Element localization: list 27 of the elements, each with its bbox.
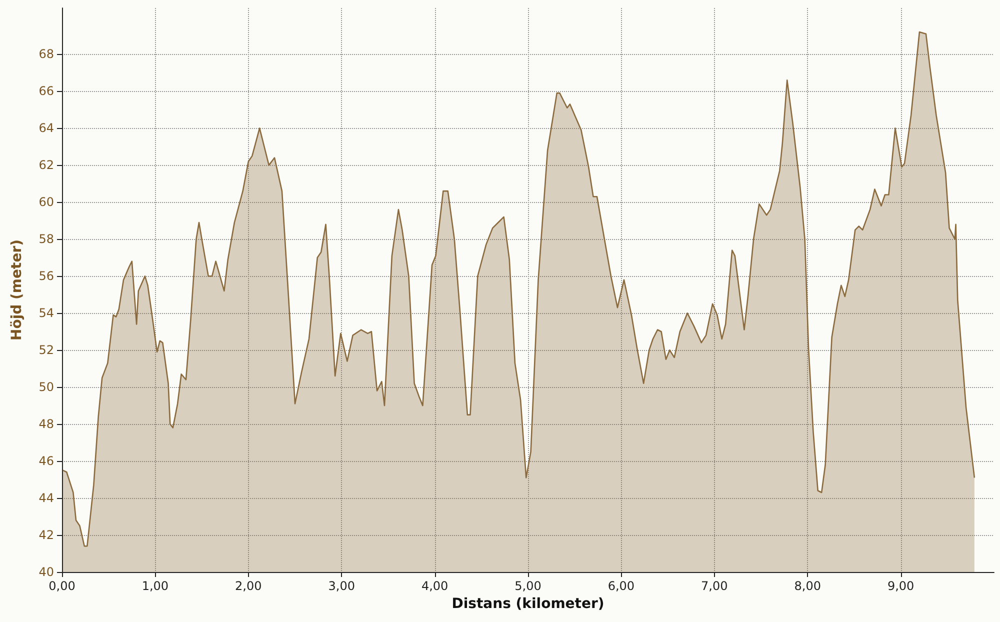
- x-axis-title: Distans (kilometer): [452, 596, 604, 612]
- x-tick-label: 7,00: [701, 579, 728, 593]
- y-tick-label: 66: [38, 84, 54, 98]
- y-tick-label: 64: [38, 121, 54, 136]
- y-tick-label: 46: [38, 454, 54, 468]
- x-tick-label: 0,00: [48, 579, 76, 593]
- y-tick-label: 40: [38, 565, 54, 579]
- x-tick-label: 6,00: [608, 579, 635, 593]
- x-tick-label: 4,00: [421, 579, 448, 593]
- x-tick-label: 1,00: [142, 579, 169, 593]
- y-axis-title: Höjd (meter): [9, 239, 25, 341]
- x-tick-label: 9,00: [887, 579, 914, 593]
- y-tick-label: 56: [38, 269, 54, 284]
- x-tick-label: 8,00: [794, 579, 821, 593]
- y-tick-label: 60: [38, 195, 54, 210]
- y-tick-label: 44: [38, 491, 54, 506]
- x-tick-label: 2,00: [235, 579, 262, 593]
- y-tick-label: 42: [38, 528, 54, 542]
- x-tick-label: 5,00: [514, 579, 542, 593]
- y-tick-label: 58: [38, 232, 54, 246]
- y-tick-label: 68: [38, 47, 54, 62]
- y-tick-label: 50: [38, 380, 54, 394]
- y-tick-label: 62: [38, 158, 54, 172]
- y-tick-label: 54: [38, 306, 54, 320]
- y-tick-label: 52: [38, 343, 54, 358]
- x-tick-label: 3,00: [328, 579, 355, 593]
- y-tick-label: 48: [38, 417, 54, 432]
